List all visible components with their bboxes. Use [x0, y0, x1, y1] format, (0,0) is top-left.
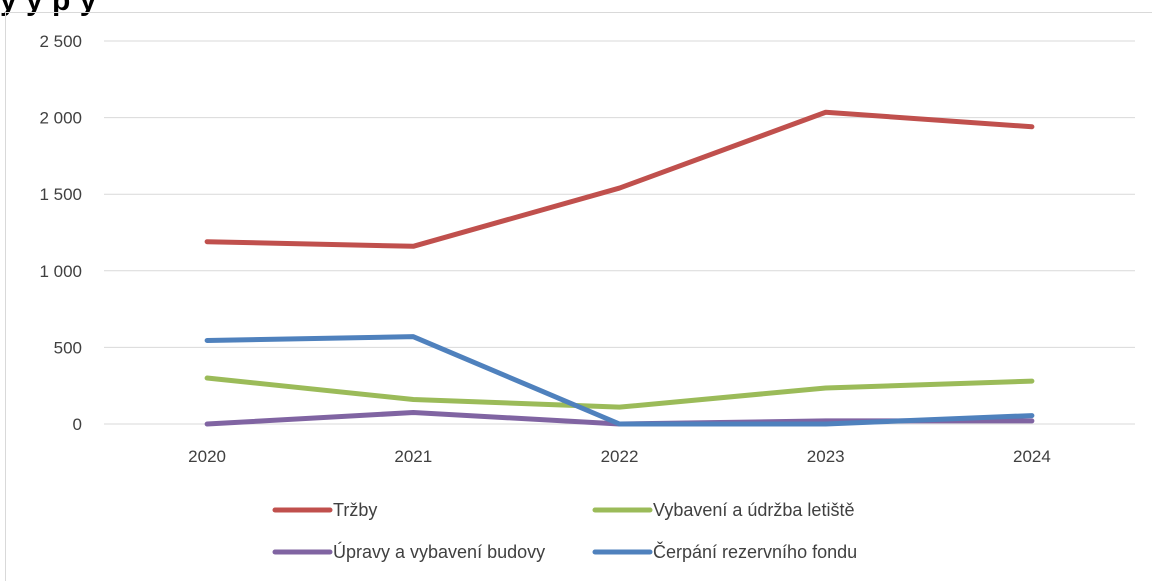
y-tick-label: 2 000: [39, 109, 82, 128]
series-lines: [207, 112, 1032, 424]
x-tick-label: 2024: [1013, 447, 1051, 466]
legend-label: Tržby: [333, 500, 377, 520]
series-line: [207, 337, 1032, 424]
y-tick-label: 1 000: [39, 262, 82, 281]
legend: Tržby Vybavení a údržba letiště Úpravy a v…: [275, 500, 857, 562]
series-line: [207, 112, 1032, 246]
x-tick-label: 2023: [807, 447, 845, 466]
y-axis-ticks: 0 500 1 000 1 500 2 000 2 500: [39, 32, 82, 434]
x-tick-label: 2022: [601, 447, 639, 466]
y-tick-label: 1 500: [39, 185, 82, 204]
series-line: [207, 378, 1032, 407]
x-axis-ticks: 2020 2021 2022 2023 2024: [188, 447, 1051, 466]
y-tick-label: 500: [54, 338, 82, 357]
legend-label: Čerpání rezervního fondu: [653, 541, 857, 562]
legend-label: Vybavení a údržba letiště: [653, 500, 854, 520]
y-tick-label: 0: [73, 415, 82, 434]
legend-label: Úpravy a vybavení budovy: [333, 541, 545, 562]
x-tick-label: 2021: [394, 447, 432, 466]
gridlines: [104, 41, 1135, 424]
y-tick-label: 2 500: [39, 32, 82, 51]
x-tick-label: 2020: [188, 447, 226, 466]
